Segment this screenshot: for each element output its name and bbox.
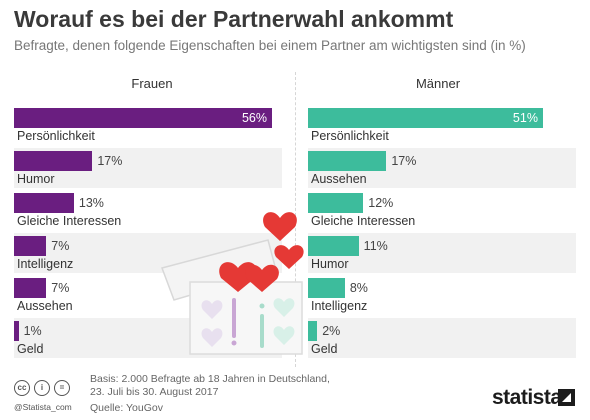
- bar-value-label: 51%: [512, 111, 538, 125]
- bar-frauen: [14, 320, 19, 341]
- source-label: Quelle: YouGov: [90, 402, 163, 414]
- bar-maenner: [308, 278, 345, 298]
- category-label: Humor: [311, 256, 349, 271]
- bar-maenner: [308, 108, 543, 128]
- bar-maenner: [308, 150, 387, 171]
- heart-icon: [219, 212, 304, 292]
- bar-value-label: 56%: [241, 111, 267, 125]
- bar-maenner: [308, 320, 318, 341]
- category-label: Aussehen: [17, 299, 73, 313]
- bar-value-label: 2%: [322, 323, 341, 338]
- category-label: Persönlichkeit: [311, 129, 389, 143]
- bar-value-label: 8%: [349, 281, 368, 295]
- bar-frauen: [14, 235, 47, 256]
- bar-value-label: 11%: [363, 238, 388, 253]
- chart-subtitle: Befragte, denen folgende Eigenschaften b…: [14, 38, 526, 53]
- source-note-line-2: 23. Juli bis 30. August 2017: [90, 386, 219, 398]
- category-label: Humor: [17, 171, 55, 186]
- bar-value-label: 1%: [23, 323, 42, 338]
- heart-icon: [273, 298, 295, 345]
- category-label: Gleiche Interessen: [311, 214, 416, 228]
- bar-value-label: 7%: [51, 281, 70, 295]
- category-label: Aussehen: [311, 171, 367, 186]
- bar-value-label: 17%: [391, 153, 417, 168]
- cc-icon: cc: [14, 380, 30, 396]
- attribution-icon: i: [34, 380, 50, 396]
- category-label: Intelligenz: [311, 299, 368, 313]
- bar-maenner: [308, 235, 359, 256]
- source-note-line-1: Basis: 2.000 Befragte ab 18 Jahren in De…: [90, 373, 330, 385]
- bar-value-label: 7%: [51, 238, 70, 253]
- no-derivatives-icon: =: [54, 380, 70, 396]
- category-label: Gleiche Interessen: [17, 214, 122, 228]
- category-label: Intelligenz: [17, 256, 74, 271]
- bar-value-label: 17%: [97, 153, 123, 168]
- bar-maenner: [308, 193, 364, 213]
- row-background: [308, 317, 576, 358]
- panel-title-maenner: Männer: [415, 76, 461, 91]
- statista-logo-text[interactable]: statista: [492, 386, 562, 409]
- bar-frauen: [14, 150, 93, 171]
- heart-icon: [201, 300, 223, 347]
- bar-frauen: [14, 108, 272, 128]
- category-label: Geld: [311, 341, 338, 356]
- statista-logo-icon: [558, 389, 575, 406]
- statista-credit: @Statista_com: [14, 402, 72, 412]
- bar-value-label: 12%: [368, 196, 394, 210]
- bar-frauen: [14, 278, 47, 298]
- category-label: Geld: [17, 341, 44, 356]
- category-label: Persönlichkeit: [17, 129, 95, 143]
- chart-title: Worauf es bei der Partnerwahl ankommt: [14, 6, 454, 32]
- bar-frauen: [14, 193, 74, 213]
- panel-title-frauen: Frauen: [131, 76, 173, 91]
- bar-value-label: 13%: [78, 196, 104, 210]
